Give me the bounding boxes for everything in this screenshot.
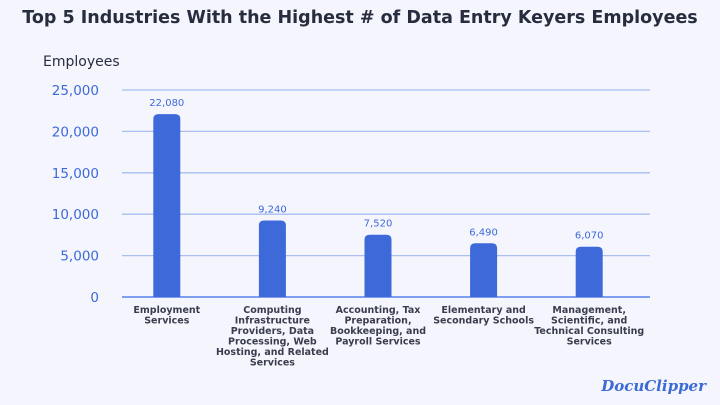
y-tick-label: 0: [90, 290, 99, 306]
y-tick-label: 10,000: [52, 207, 99, 223]
bar: [470, 243, 498, 297]
y-tick-label: 5,000: [60, 249, 99, 265]
data-label: 6,490: [469, 227, 498, 238]
bar: [153, 114, 181, 297]
y-tick-label: 20,000: [52, 124, 99, 140]
y-tick-label: 15,000: [52, 166, 99, 182]
bar: [364, 234, 392, 297]
x-tick-label: Computing Infrastructure Providers, Data Pr…: [216, 305, 329, 369]
bar: [258, 220, 286, 297]
bar: [575, 246, 603, 297]
docuclipper-logo: DocuClipper: [601, 377, 706, 395]
x-tick-label: Employment Services: [133, 305, 200, 327]
y-tick-label: 25,000: [52, 83, 99, 99]
data-label: 6,070: [575, 231, 604, 242]
data-label: 9,240: [258, 204, 287, 215]
x-tick-label: Elementary and Secondary Schools: [433, 305, 534, 327]
chart-title: Top 5 Industries With the Highest # of D…: [22, 8, 698, 28]
data-label: 7,520: [364, 219, 393, 230]
data-label: 22,080: [149, 98, 184, 109]
x-tick-label: Management, Scientific, and Technical Cons…: [534, 305, 644, 348]
y-axis-label: Employees: [43, 54, 120, 70]
x-tick-label: Accounting, Tax Preparation, Bookkeeping, …: [330, 305, 426, 348]
